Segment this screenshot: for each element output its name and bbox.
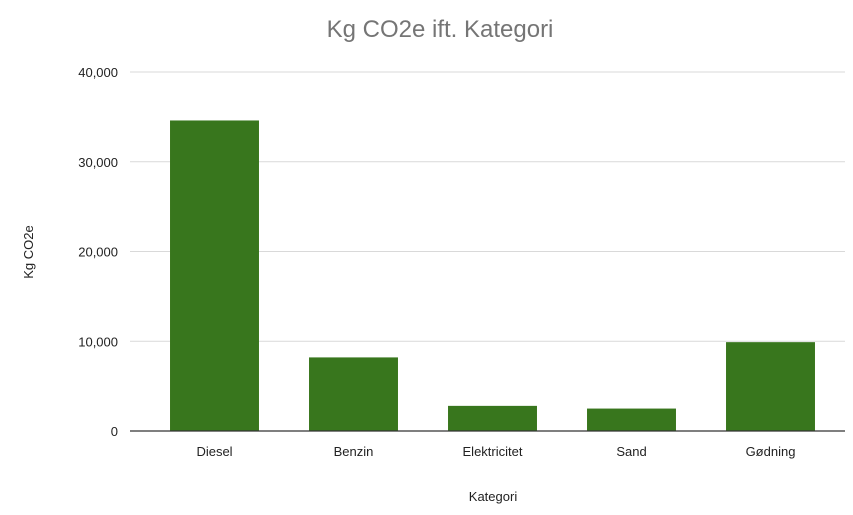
y-tick-label: 40,000: [78, 65, 118, 80]
x-axis-ticks: Diesel Benzin Elektricitet Sand Gødning: [196, 444, 795, 459]
x-tick-label: Sand: [616, 444, 646, 459]
bars: [170, 120, 815, 431]
bar: [726, 342, 815, 431]
y-tick-label: 0: [111, 424, 118, 439]
x-tick-label: Benzin: [334, 444, 374, 459]
bar: [448, 405, 537, 431]
chart-title: Kg CO2e ift. Kategori: [327, 16, 554, 43]
y-tick-label: 20,000: [78, 245, 118, 260]
bar: [170, 120, 259, 431]
x-axis-label: Kategori: [469, 489, 518, 504]
x-tick-label: Gødning: [746, 444, 796, 459]
x-tick-label: Diesel: [196, 444, 232, 459]
x-tick-label: Elektricitet: [463, 444, 523, 459]
y-axis-ticks: 0 10,000 20,000 30,000 40,000: [78, 65, 118, 439]
bar: [309, 357, 398, 431]
y-axis-label: Kg CO2e: [21, 225, 36, 278]
y-tick-label: 10,000: [78, 334, 118, 349]
bar: [587, 408, 676, 431]
y-tick-label: 30,000: [78, 155, 118, 170]
